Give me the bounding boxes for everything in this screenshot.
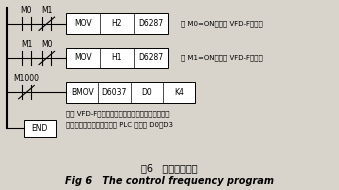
Bar	[66, 48, 168, 68]
Text: D0: D0	[141, 88, 152, 97]
Text: M0: M0	[41, 40, 53, 49]
Text: M1000: M1000	[14, 74, 39, 83]
Text: H1: H1	[112, 53, 122, 63]
Text: Fig 6   The control frequency program: Fig 6 The control frequency program	[65, 177, 274, 186]
Text: MOV: MOV	[74, 19, 92, 28]
Text: 当 M0=ON，启动 VFD-F变压器: 当 M0=ON，启动 VFD-F变压器	[181, 21, 263, 27]
Text: MOV: MOV	[74, 53, 92, 63]
Text: M0: M0	[21, 6, 32, 15]
Bar	[66, 82, 195, 103]
Text: END: END	[32, 124, 48, 133]
Text: D6037: D6037	[102, 88, 127, 97]
Text: D6287: D6287	[138, 53, 163, 63]
Text: 读取 VFD-F变压器的错误代码、状态字、设置频率: 读取 VFD-F变压器的错误代码、状态字、设置频率	[66, 110, 170, 117]
Text: M1: M1	[41, 6, 53, 15]
Text: H2: H2	[112, 19, 122, 28]
Text: 以及输出频率，分别存放至 PLC 主机的 D0～D3: 以及输出频率，分别存放至 PLC 主机的 D0～D3	[66, 122, 173, 128]
Text: 图6   控制变频程序: 图6 控制变频程序	[141, 163, 198, 173]
Text: 当 M1=ON，停止 VFD-F变压器: 当 M1=ON，停止 VFD-F变压器	[181, 55, 263, 61]
Text: K4: K4	[174, 88, 184, 97]
Bar	[24, 120, 56, 137]
Text: D6287: D6287	[138, 19, 163, 28]
Text: BMOV: BMOV	[71, 88, 94, 97]
Text: M1: M1	[21, 40, 32, 49]
Bar	[66, 13, 168, 34]
